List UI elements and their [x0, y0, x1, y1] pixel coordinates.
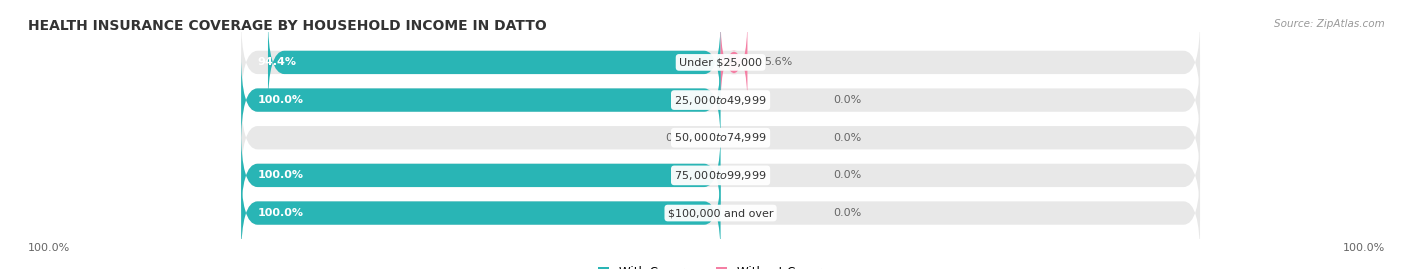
Text: 0.0%: 0.0% — [832, 133, 860, 143]
FancyBboxPatch shape — [242, 168, 721, 258]
Text: HEALTH INSURANCE COVERAGE BY HOUSEHOLD INCOME IN DATTO: HEALTH INSURANCE COVERAGE BY HOUSEHOLD I… — [28, 19, 547, 33]
Text: 100.0%: 100.0% — [257, 95, 304, 105]
FancyBboxPatch shape — [242, 17, 1201, 107]
Text: 0.0%: 0.0% — [832, 170, 860, 180]
Text: 100.0%: 100.0% — [257, 208, 304, 218]
Text: 100.0%: 100.0% — [257, 170, 304, 180]
Legend: With Coverage, Without Coverage: With Coverage, Without Coverage — [598, 266, 844, 269]
Text: $50,000 to $74,999: $50,000 to $74,999 — [675, 131, 766, 144]
Text: $100,000 and over: $100,000 and over — [668, 208, 773, 218]
Text: Under $25,000: Under $25,000 — [679, 57, 762, 68]
Text: 100.0%: 100.0% — [1343, 243, 1385, 253]
FancyBboxPatch shape — [242, 130, 721, 220]
FancyBboxPatch shape — [721, 17, 748, 107]
Text: 0.0%: 0.0% — [832, 208, 860, 218]
Text: $25,000 to $49,999: $25,000 to $49,999 — [675, 94, 766, 107]
FancyBboxPatch shape — [242, 130, 1201, 220]
FancyBboxPatch shape — [242, 93, 1201, 183]
FancyBboxPatch shape — [269, 17, 721, 107]
Text: 0.0%: 0.0% — [832, 95, 860, 105]
Text: 5.6%: 5.6% — [763, 57, 792, 68]
Text: 94.4%: 94.4% — [257, 57, 297, 68]
FancyBboxPatch shape — [242, 55, 721, 145]
Text: 0.0%: 0.0% — [665, 133, 693, 143]
FancyBboxPatch shape — [242, 168, 1201, 258]
Text: Source: ZipAtlas.com: Source: ZipAtlas.com — [1274, 19, 1385, 29]
Text: 100.0%: 100.0% — [28, 243, 70, 253]
FancyBboxPatch shape — [242, 55, 1201, 145]
Text: $75,000 to $99,999: $75,000 to $99,999 — [675, 169, 766, 182]
